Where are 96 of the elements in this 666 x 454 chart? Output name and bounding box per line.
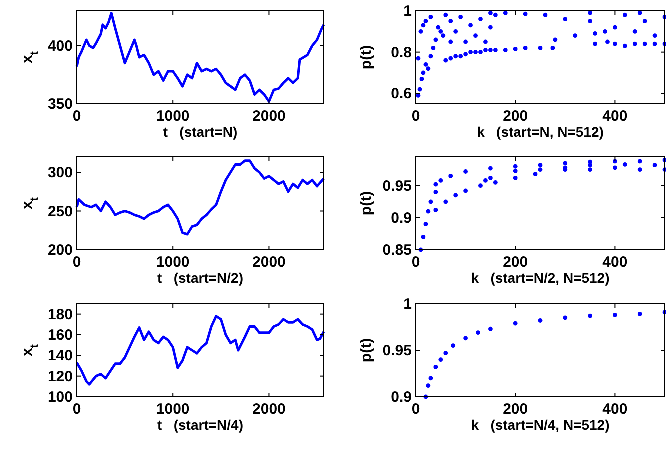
point [638,312,642,316]
y-tick-label: 400 [48,38,73,55]
point [434,182,438,187]
y-tick-label: 180 [48,306,73,324]
point [426,209,431,214]
x-tick-label: 0 [412,254,420,271]
point [563,316,568,320]
y-tick-label: 0.9 [391,389,412,406]
point [538,318,543,323]
point [638,168,642,172]
x-tick-label: 200 [503,108,528,125]
y-tick-label: 120 [48,368,73,386]
point [434,365,438,370]
y-tick-label: 300 [48,164,73,182]
x-tick-label: 0 [72,254,82,271]
point [538,168,543,172]
y-tick-label: 0.95 [382,342,412,360]
point [448,174,454,178]
line-series [76,315,326,386]
point [622,162,628,167]
y-tick-label: 200 [48,242,73,259]
point [451,344,456,348]
point [426,384,431,388]
x-tick-label: 1000 [156,108,190,125]
y-axis-title: p(t) [358,338,375,363]
x-tick-label: 0 [412,401,420,418]
y-tick-label: 0.9 [391,210,412,227]
point [488,176,493,180]
x-tick-label: 0 [412,108,420,125]
y-tick-label: 350 [48,96,73,113]
x-tick-label: 1000 [156,254,190,271]
x-tick-label: 200 [503,401,528,418]
x-tick-label: 200 [503,254,528,271]
y-tick-label: 160 [48,327,73,344]
point [478,184,483,188]
x-tick-label: 0 [72,108,82,125]
point [588,163,592,168]
x-axis-title: t (start=N/4) [158,417,244,433]
y-tick-label: 0.8 [391,44,412,62]
y-tick-label: 0.6 [391,86,412,103]
point [652,163,658,168]
point [464,336,468,341]
x-axis-title: k (start=N/2, N=512) [471,270,610,286]
y-tick-label: 1 [404,3,412,20]
point [613,166,618,170]
point [428,376,434,381]
point [424,222,428,227]
point [588,168,592,172]
y-tick-label: 250 [48,203,73,220]
line-series [76,12,326,103]
point [513,176,518,180]
x-axis-title: t (start=N) [163,124,238,140]
x-tick-label: 2000 [252,254,286,271]
x-tick-label: 2000 [252,108,286,125]
x-tick-label: 0 [72,401,82,418]
point [438,358,444,362]
y-tick-label: 0.85 [382,242,412,259]
x-tick-label: 400 [602,254,628,271]
x-tick-label: 400 [602,401,628,418]
point [454,193,458,198]
x-axis-title: k (start=N, N=512) [477,124,604,140]
point [428,200,434,204]
point [476,330,480,336]
point [421,234,426,240]
x-tick-label: 2000 [252,401,286,418]
y-tick-label: 1 [404,296,412,313]
point [438,178,444,183]
point [538,163,543,168]
point [444,200,448,204]
point [513,321,518,326]
point [493,180,498,185]
y-axis-title: p(t) [358,45,375,70]
point [533,172,538,177]
y-tick-label: 140 [48,348,73,365]
point [434,208,438,212]
point [488,326,493,332]
point [444,351,448,356]
x-axis-title: k (start=N/4, N=512) [471,417,610,433]
point [488,166,493,171]
x-axis-title: t (start=N/2) [158,270,244,286]
y-tick-label: 0.95 [382,178,412,195]
point [613,312,618,318]
point [464,170,468,174]
point [563,161,568,166]
x-tick-label: 1000 [156,401,190,418]
x-tick-label: 400 [602,108,628,125]
point [484,178,488,183]
point [464,188,468,194]
line-series [76,160,326,236]
point [513,164,518,169]
point [434,190,438,194]
point [513,168,518,174]
point [588,314,592,318]
y-tick-label: 100 [48,389,73,406]
point [638,159,642,164]
y-axis-title: p(t) [358,191,375,216]
